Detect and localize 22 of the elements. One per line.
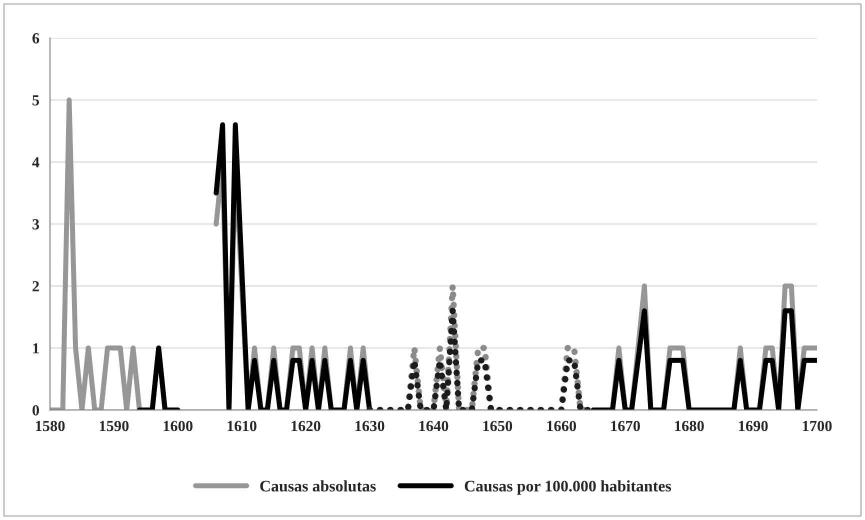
- x-tick-label: 1630: [356, 420, 384, 432]
- x-tick-label: 1660: [547, 420, 576, 432]
- legend-label: Causas por 100.000 habitantes: [464, 480, 672, 495]
- x-tick-label: 1670: [611, 420, 640, 432]
- x-tick-label: 1600: [164, 420, 193, 432]
- x-tick-label: 1580: [36, 420, 65, 432]
- x-tick-label: 1640: [419, 420, 448, 432]
- y-tick-label: 3: [32, 219, 40, 230]
- x-tick-label: 1680: [675, 420, 704, 432]
- x-tick-label: 1650: [483, 420, 512, 432]
- legend-label: Causas absolutas: [260, 480, 376, 492]
- x-tick-label: 1590: [100, 420, 129, 432]
- x-tick-label: 1700: [802, 420, 832, 432]
- y-tick-label: 0: [32, 405, 39, 416]
- x-tick-label: 1620: [292, 420, 320, 432]
- y-tick-label: 1: [33, 343, 39, 354]
- x-tick-label: 1610: [228, 420, 256, 432]
- y-tick-label: 2: [32, 281, 39, 292]
- y-tick-label: 4: [32, 157, 40, 168]
- y-tick-label: 5: [32, 95, 40, 106]
- y-tick-label: 6: [32, 33, 40, 44]
- x-tick-label: 1690: [739, 420, 768, 432]
